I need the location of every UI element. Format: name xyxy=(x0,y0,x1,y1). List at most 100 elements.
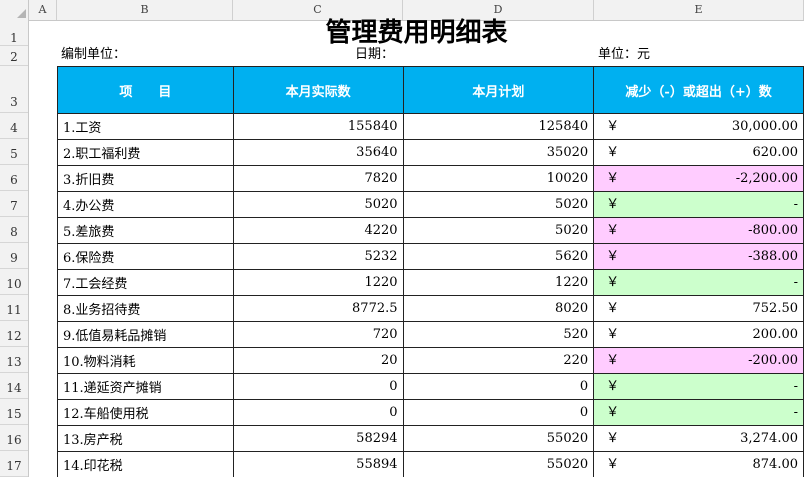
cell-actual[interactable]: 55894 xyxy=(232,451,404,477)
row-number[interactable]: 3 xyxy=(0,66,28,113)
difference-value: 30,000.00 xyxy=(731,119,798,134)
cell-actual[interactable]: 0 xyxy=(232,373,404,400)
cell-actual[interactable]: 5232 xyxy=(232,243,404,270)
cell-actual[interactable]: 58294 xyxy=(232,425,404,452)
column-header-d[interactable]: D xyxy=(403,0,594,20)
date-label[interactable]: 日期： xyxy=(355,47,395,62)
difference-value: -800.00 xyxy=(748,223,798,238)
currency-unit-label[interactable]: 单位：元 xyxy=(598,47,651,62)
cell-item[interactable]: 14.印花税 xyxy=(57,451,234,477)
cell-difference[interactable]: ￥ 874.00 xyxy=(593,451,804,477)
cell-actual[interactable]: 8772.5 xyxy=(232,295,404,322)
cell-difference[interactable]: ￥ 3,274.00 xyxy=(593,425,804,452)
difference-value: -2,200.00 xyxy=(735,171,798,186)
row-number[interactable]: 14 xyxy=(0,373,28,399)
cell-plan[interactable]: 10020 xyxy=(402,165,595,192)
cell-actual[interactable]: 1220 xyxy=(232,269,404,296)
cell-item[interactable]: 9.低值易耗品摊销 xyxy=(57,321,234,348)
column-header-a[interactable]: A xyxy=(29,0,57,20)
header-actual[interactable]: 本月实际数 xyxy=(232,66,404,114)
cell-item[interactable]: 2.职工福利费 xyxy=(57,139,234,166)
row-number[interactable]: 1 xyxy=(0,20,28,46)
row-number[interactable]: 4 xyxy=(0,113,28,139)
cell-plan[interactable]: 5020 xyxy=(402,217,595,244)
cell-plan[interactable]: 5020 xyxy=(402,191,595,218)
cell-actual[interactable]: 155840 xyxy=(232,113,404,140)
cell-difference[interactable]: ￥ - xyxy=(593,373,804,400)
header-plan[interactable]: 本月计划 xyxy=(402,66,595,114)
cell-item[interactable]: 1.工资 xyxy=(57,113,234,140)
row-number[interactable]: 17 xyxy=(0,451,28,477)
cell-plan[interactable]: 35020 xyxy=(402,139,595,166)
cell-plan[interactable]: 55020 xyxy=(402,451,595,477)
cell-actual[interactable]: 35640 xyxy=(232,139,404,166)
cell-difference[interactable]: ￥ - xyxy=(593,399,804,426)
cell-plan[interactable]: 8020 xyxy=(402,295,595,322)
cell-difference[interactable]: ￥ 200.00 xyxy=(593,321,804,348)
cell-plan[interactable]: 125840 xyxy=(402,113,595,140)
cell-actual[interactable]: 0 xyxy=(232,399,404,426)
currency-symbol: ￥ xyxy=(606,301,620,316)
currency-symbol: ￥ xyxy=(606,353,620,368)
header-item[interactable]: 项 目 xyxy=(57,66,234,114)
cell-item[interactable]: 3.折旧费 xyxy=(57,165,234,192)
cell-difference[interactable]: ￥ -800.00 xyxy=(593,217,804,244)
cell-item[interactable]: 11.递延资产摊销 xyxy=(57,373,234,400)
row-number[interactable]: 6 xyxy=(0,165,28,191)
table-row: 10.物料消耗 20 220 ￥ -200.00 xyxy=(57,347,804,374)
cell-plan[interactable]: 220 xyxy=(402,347,595,374)
cell-actual[interactable]: 5020 xyxy=(232,191,404,218)
cell-item[interactable]: 12.车船使用税 xyxy=(57,399,234,426)
column-header-c[interactable]: C xyxy=(233,0,403,20)
cell-item[interactable]: 13.房产税 xyxy=(57,425,234,452)
cell-plan[interactable]: 1220 xyxy=(402,269,595,296)
difference-value: 620.00 xyxy=(752,145,799,160)
row-number[interactable]: 15 xyxy=(0,399,28,425)
row-number[interactable]: 2 xyxy=(0,46,28,66)
cell-plan[interactable]: 0 xyxy=(402,399,595,426)
cell-item[interactable]: 5.差旅费 xyxy=(57,217,234,244)
select-all-corner[interactable] xyxy=(0,0,29,20)
cell-item[interactable]: 10.物料消耗 xyxy=(57,347,234,374)
row-number[interactable]: 16 xyxy=(0,425,28,451)
header-difference[interactable]: 减少（-）或超出（+）数 xyxy=(593,66,804,114)
currency-symbol: ￥ xyxy=(606,171,620,186)
table-row: 5.差旅费 4220 5020 ￥ -800.00 xyxy=(57,217,804,244)
cell-actual[interactable]: 4220 xyxy=(232,217,404,244)
cell-plan[interactable]: 55020 xyxy=(402,425,595,452)
row-number[interactable]: 13 xyxy=(0,347,28,373)
cell-difference[interactable]: ￥ -2,200.00 xyxy=(593,165,804,192)
row-number[interactable]: 5 xyxy=(0,139,28,165)
cell-item[interactable]: 4.办公费 xyxy=(57,191,234,218)
cell-plan[interactable]: 0 xyxy=(402,373,595,400)
cell-difference[interactable]: ￥ -388.00 xyxy=(593,243,804,270)
sheet-title[interactable]: 管理费用明细表 xyxy=(325,18,508,48)
row-header-bar: 1 2 3 4 5 6 7 8 9 10 11 12 13 14 15 16 1… xyxy=(0,20,29,477)
row-number[interactable]: 8 xyxy=(0,217,28,243)
row-number[interactable]: 9 xyxy=(0,243,28,269)
cell-difference[interactable]: ￥ 30,000.00 xyxy=(593,113,804,140)
cell-difference[interactable]: ￥ - xyxy=(593,269,804,296)
cell-actual[interactable]: 20 xyxy=(232,347,404,374)
table-row: 7.工会经费 1220 1220 ￥ - xyxy=(57,269,804,296)
column-header-e[interactable]: E xyxy=(594,0,804,20)
cell-plan[interactable]: 520 xyxy=(402,321,595,348)
cell-actual[interactable]: 720 xyxy=(232,321,404,348)
cell-item[interactable]: 7.工会经费 xyxy=(57,269,234,296)
currency-symbol: ￥ xyxy=(606,405,620,420)
cell-difference[interactable]: ￥ 620.00 xyxy=(593,139,804,166)
cell-difference[interactable]: ￥ - xyxy=(593,191,804,218)
row-number[interactable]: 10 xyxy=(0,269,28,295)
cell-item[interactable]: 6.保险费 xyxy=(57,243,234,270)
difference-value: 752.50 xyxy=(752,301,799,316)
cell-actual[interactable]: 7820 xyxy=(232,165,404,192)
compiler-unit-label[interactable]: 编制单位： xyxy=(61,47,127,62)
cell-item[interactable]: 8.业务招待费 xyxy=(57,295,234,322)
row-number[interactable]: 11 xyxy=(0,295,28,321)
cell-difference[interactable]: ￥ 752.50 xyxy=(593,295,804,322)
row-number[interactable]: 7 xyxy=(0,191,28,217)
cell-plan[interactable]: 5620 xyxy=(402,243,595,270)
column-header-b[interactable]: B xyxy=(57,0,233,20)
cell-difference[interactable]: ￥ -200.00 xyxy=(593,347,804,374)
row-number[interactable]: 12 xyxy=(0,321,28,347)
